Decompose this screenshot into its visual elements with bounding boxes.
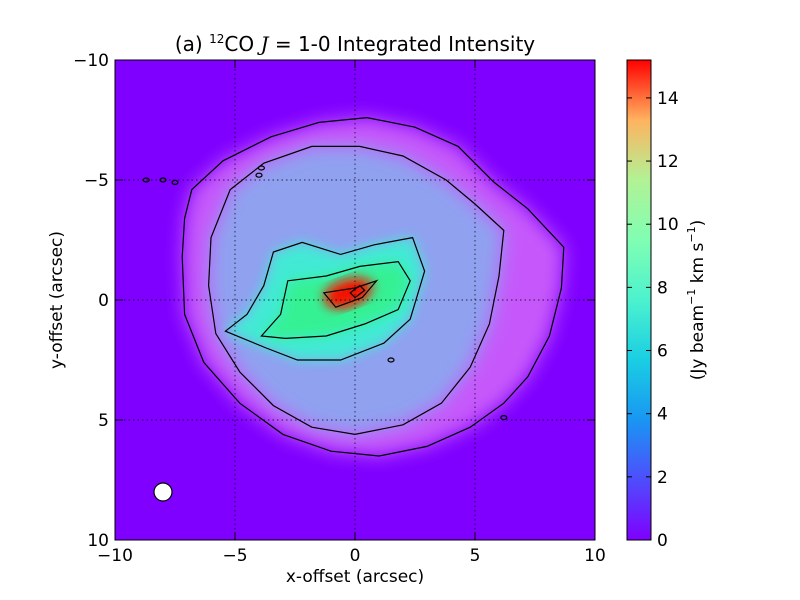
x-tick-label: −5 [222, 546, 247, 566]
y-axis-ticks: −10 −5 0 5 10 [73, 51, 595, 551]
colorbar-tick-label: 6 [657, 342, 668, 362]
colorbar-label: (Jy beam−1 km s−1) [685, 220, 708, 381]
x-axis-label: x-offset (arcsec) [286, 567, 424, 587]
x-tick-label: 10 [584, 546, 606, 566]
colorbar-tick-label: 2 [657, 468, 668, 488]
colorbar [626, 59, 652, 541]
contour-island [159, 177, 167, 183]
colorbar-tick-label: 0 [657, 531, 668, 551]
colorbar-tick-label: 4 [657, 405, 668, 425]
contour-level-5 [322, 279, 379, 308]
y-tick-label: −10 [73, 51, 109, 71]
y-tick-label: 5 [98, 411, 109, 431]
x-tick-label: −10 [97, 546, 133, 566]
contour-island [257, 165, 265, 171]
colorbar-tick-label: 12 [657, 152, 679, 172]
contour-island [142, 177, 150, 183]
contour-level-2 [207, 145, 505, 436]
x-tick-label: 5 [470, 546, 481, 566]
contour-island [255, 172, 263, 178]
y-tick-label: 10 [87, 531, 109, 551]
x-axis-ticks: −10 −5 0 5 10 [97, 60, 606, 566]
contour-level-6 [349, 284, 366, 299]
contour-level-4 [260, 260, 411, 340]
contour-level-3 [224, 236, 426, 361]
contour-island [500, 415, 508, 421]
y-tick-label: −5 [84, 171, 109, 191]
colorbar-tick-label: 8 [657, 278, 668, 298]
beam-marker [153, 482, 173, 502]
y-axis-label: y-offset (arcsec) [47, 231, 67, 369]
contour-level-1 [181, 116, 565, 457]
contour-island [171, 179, 179, 185]
colorbar-tick-label: 10 [657, 215, 679, 235]
colorbar-tick-label: 14 [657, 89, 679, 109]
contour-island [387, 357, 395, 363]
chart-title: (a) 12CO J = 1-0 Integrated Intensity [175, 32, 535, 56]
colorbar-ticks: 0 2 4 6 8 10 12 14 [627, 89, 679, 551]
contours [142, 116, 565, 457]
y-tick-label: 0 [98, 291, 109, 311]
x-tick-label: 0 [350, 546, 361, 566]
